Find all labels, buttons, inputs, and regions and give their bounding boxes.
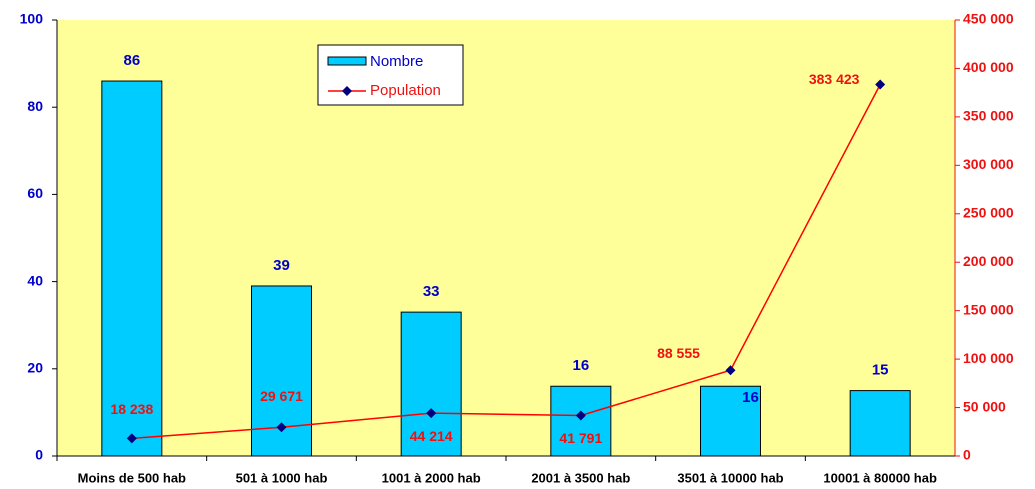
y2-tick-label: 200 000: [963, 253, 1014, 269]
y2-tick-label: 150 000: [963, 301, 1014, 317]
marker: [126, 433, 137, 444]
plot-area: [57, 20, 955, 456]
y-tick-label: 0: [35, 447, 43, 463]
bar: [849, 390, 911, 457]
point-label: 29 671: [260, 388, 303, 404]
y-tick-label: 100: [20, 11, 44, 27]
point-label: 18 238: [110, 401, 153, 417]
x-tick-label: 1001 à 2000 hab: [382, 470, 481, 485]
marker: [276, 422, 287, 433]
legend: [317, 44, 464, 106]
x-tick-label: Moins de 500 hab: [78, 470, 186, 485]
bar-label: 15: [872, 362, 889, 379]
y2-tick-label: 400 000: [963, 59, 1014, 75]
bar-label: 39: [273, 257, 290, 274]
point-label: 88 555: [657, 345, 700, 361]
bar: [700, 385, 761, 457]
x-tick-label: 2001 à 3500 hab: [531, 470, 630, 485]
y2-tick-label: 300 000: [963, 156, 1014, 172]
bar-label: 33: [423, 283, 440, 300]
marker: [426, 408, 437, 419]
y-tick-label: 80: [27, 98, 43, 114]
y2-tick-label: 50 000: [963, 398, 1006, 414]
bar: [550, 385, 612, 457]
marker: [575, 410, 586, 421]
y2-tick-label: 250 000: [963, 204, 1014, 220]
y2-tick-label: 450 000: [963, 11, 1014, 27]
bar-label: 16: [572, 357, 589, 374]
bar-label: 16: [742, 389, 759, 406]
x-tick-label: 10001 à 80000 hab: [823, 470, 937, 485]
y2-tick-label: 100 000: [963, 350, 1014, 366]
bar: [101, 80, 163, 457]
bar-label: 86: [123, 52, 140, 69]
legend-label: Population: [370, 82, 441, 99]
point-label: 44 214: [410, 428, 453, 444]
point-label: 383 423: [809, 71, 860, 87]
y2-tick-label: 0: [963, 447, 971, 463]
y-tick-label: 20: [27, 360, 43, 376]
legend-swatch: [327, 56, 367, 66]
legend-label: Nombre: [370, 53, 423, 70]
x-tick-label: 501 à 1000 hab: [236, 470, 328, 485]
legend-marker: [342, 86, 352, 96]
x-tick-label: 3501 à 10000 hab: [677, 470, 783, 485]
line: [131, 84, 881, 440]
point-label: 41 791: [559, 430, 602, 446]
y-tick-label: 40: [27, 272, 43, 288]
marker: [875, 79, 886, 90]
bar: [400, 311, 462, 457]
y-tick-label: 60: [27, 185, 43, 201]
marker: [725, 365, 736, 376]
y2-tick-label: 350 000: [963, 108, 1014, 124]
